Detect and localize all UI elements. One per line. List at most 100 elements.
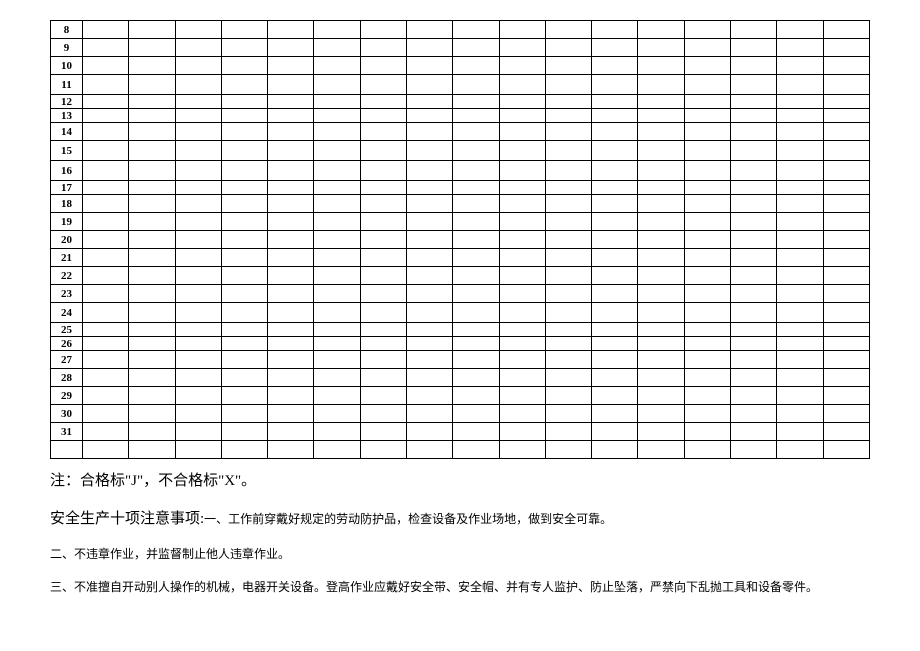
data-cell (545, 75, 591, 95)
data-cell (638, 123, 684, 141)
data-cell (175, 161, 221, 181)
data-cell (684, 161, 730, 181)
data-cell (221, 441, 267, 459)
data-cell (360, 231, 406, 249)
data-cell (268, 441, 314, 459)
data-cell (499, 285, 545, 303)
data-cell (684, 123, 730, 141)
row-number-cell: 29 (51, 387, 83, 405)
table-row: 30 (51, 405, 870, 423)
data-cell (221, 95, 267, 109)
data-cell (545, 267, 591, 285)
data-cell (638, 387, 684, 405)
data-cell (499, 21, 545, 39)
safety-item-2: 二、不违章作业，并监督制止他人违章作业。 (50, 545, 870, 564)
data-cell (129, 405, 175, 423)
table-row: 31 (51, 423, 870, 441)
data-cell (83, 441, 129, 459)
data-cell (777, 181, 823, 195)
data-cell (221, 57, 267, 75)
data-cell (684, 141, 730, 161)
data-cell (175, 75, 221, 95)
data-cell (453, 161, 499, 181)
data-cell (545, 249, 591, 267)
row-number-cell: 13 (51, 109, 83, 123)
data-cell (638, 75, 684, 95)
data-cell (545, 123, 591, 141)
data-cell (592, 95, 638, 109)
data-cell (268, 21, 314, 39)
data-cell (545, 285, 591, 303)
data-cell (221, 303, 267, 323)
data-cell (592, 351, 638, 369)
data-cell (638, 337, 684, 351)
data-cell (175, 109, 221, 123)
data-cell (453, 57, 499, 75)
row-number-cell: 30 (51, 405, 83, 423)
data-cell (592, 423, 638, 441)
data-cell (730, 213, 776, 231)
table-row: 8 (51, 21, 870, 39)
data-cell (221, 161, 267, 181)
table-row: 27 (51, 351, 870, 369)
data-cell (684, 57, 730, 75)
data-cell (175, 423, 221, 441)
data-cell (360, 267, 406, 285)
table-row: 15 (51, 141, 870, 161)
data-cell (314, 57, 360, 75)
data-cell (453, 441, 499, 459)
data-cell (823, 285, 870, 303)
data-cell (314, 213, 360, 231)
data-cell (268, 249, 314, 267)
data-cell (592, 75, 638, 95)
data-cell (406, 195, 452, 213)
data-cell (175, 95, 221, 109)
data-cell (406, 369, 452, 387)
row-number-cell: 11 (51, 75, 83, 95)
data-cell (360, 141, 406, 161)
data-cell (453, 303, 499, 323)
table-row: 23 (51, 285, 870, 303)
data-cell (730, 231, 776, 249)
data-cell (129, 141, 175, 161)
data-cell (638, 195, 684, 213)
data-cell (730, 423, 776, 441)
data-cell (545, 161, 591, 181)
data-cell (592, 441, 638, 459)
data-cell (453, 249, 499, 267)
data-cell (360, 75, 406, 95)
data-cell (592, 249, 638, 267)
data-cell (730, 351, 776, 369)
data-cell (360, 323, 406, 337)
data-cell (638, 141, 684, 161)
data-cell (684, 441, 730, 459)
data-cell (314, 75, 360, 95)
data-cell (360, 351, 406, 369)
data-cell (777, 109, 823, 123)
data-cell (268, 109, 314, 123)
data-cell (823, 231, 870, 249)
data-cell (499, 39, 545, 57)
data-cell (83, 231, 129, 249)
table-row: 14 (51, 123, 870, 141)
data-cell (453, 351, 499, 369)
table-row: 25 (51, 323, 870, 337)
data-cell (268, 39, 314, 57)
data-cell (314, 351, 360, 369)
data-cell (83, 387, 129, 405)
data-cell (129, 161, 175, 181)
data-cell (314, 141, 360, 161)
data-cell (823, 369, 870, 387)
data-cell (638, 423, 684, 441)
data-cell (777, 351, 823, 369)
data-cell (129, 213, 175, 231)
data-cell (314, 231, 360, 249)
data-cell (777, 337, 823, 351)
data-cell (592, 323, 638, 337)
data-cell (499, 141, 545, 161)
data-cell (83, 323, 129, 337)
table-row: 24 (51, 303, 870, 323)
table-row: 21 (51, 249, 870, 267)
data-cell (406, 57, 452, 75)
data-cell (175, 39, 221, 57)
